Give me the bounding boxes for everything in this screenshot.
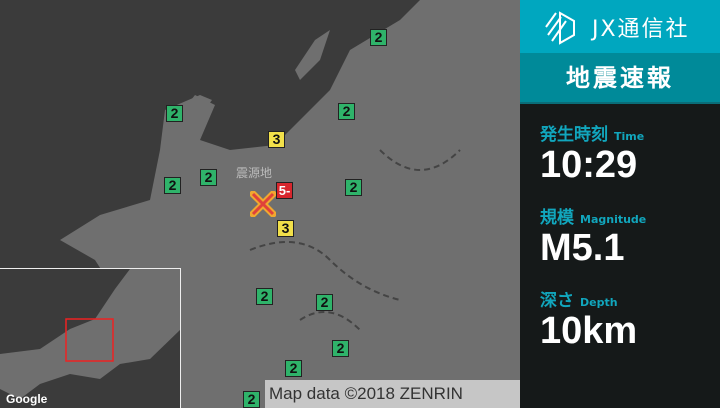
- intensity-marker[interactable]: 2: [243, 391, 260, 408]
- inset-region-box: [65, 318, 114, 362]
- jx-logo-icon: [545, 10, 575, 45]
- intensity-marker[interactable]: 3: [268, 131, 285, 148]
- intensity-marker[interactable]: 5-: [276, 182, 293, 199]
- intensity-marker[interactable]: 2: [370, 29, 387, 46]
- intensity-marker[interactable]: 2: [166, 105, 183, 122]
- brand-header: JX通信社: [520, 0, 720, 53]
- intensity-marker[interactable]: 2: [200, 169, 217, 186]
- intensity-marker[interactable]: 2: [345, 179, 362, 196]
- intensity-marker[interactable]: 3: [277, 220, 294, 237]
- panel-title: 地震速報: [520, 53, 720, 104]
- map[interactable]: 2 2 2 2 2 2 2 2 2 2 2 3 3 5- 震源地 Google …: [0, 0, 520, 408]
- intensity-marker[interactable]: 2: [332, 340, 349, 357]
- info-panel: JX通信社 地震速報 発生時刻 Time 10:29 規模 Magnitude M5…: [520, 0, 720, 408]
- intensity-marker[interactable]: 2: [285, 360, 302, 377]
- magnitude-value: M5.1: [540, 227, 625, 269]
- map-attribution: Map data ©2018 ZENRIN: [265, 380, 520, 408]
- epicenter-label: 震源地: [236, 166, 273, 180]
- time-value: 10:29: [540, 144, 638, 186]
- time-label: 発生時刻 Time: [540, 125, 645, 145]
- magnitude-label: 規模 Magnitude: [540, 208, 647, 228]
- google-logo: Google: [6, 392, 48, 406]
- intensity-marker[interactable]: 2: [316, 294, 333, 311]
- intensity-marker[interactable]: 2: [256, 288, 273, 305]
- brand-name: JX通信社: [592, 16, 690, 42]
- depth-value: 10km: [540, 310, 638, 352]
- inset-land: [0, 269, 180, 399]
- overview-inset-map[interactable]: Google: [0, 268, 181, 408]
- intensity-marker[interactable]: 2: [338, 103, 355, 120]
- depth-label: 深さ Depth: [540, 291, 618, 311]
- intensity-marker[interactable]: 2: [164, 177, 181, 194]
- epicenter-icon[interactable]: [250, 191, 276, 217]
